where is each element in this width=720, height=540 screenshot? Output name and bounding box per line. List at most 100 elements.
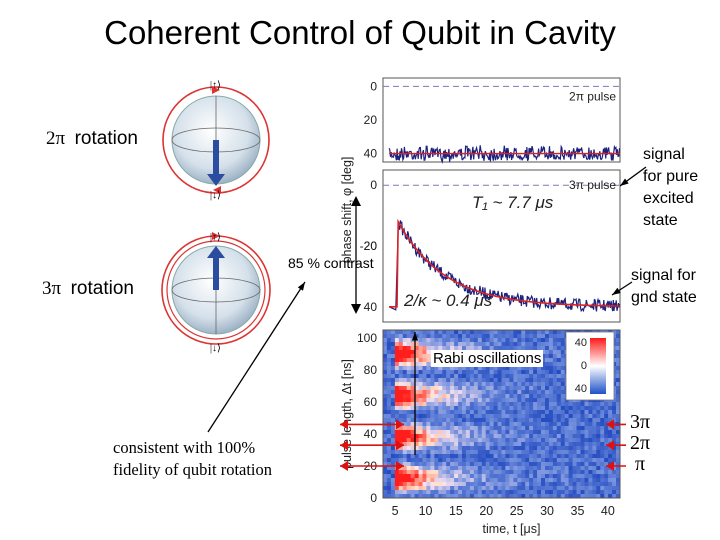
heatmap-cell <box>383 394 388 399</box>
heatmap-cell <box>390 366 396 371</box>
heatmap-cell <box>489 470 494 475</box>
heatmap-cell <box>462 490 467 495</box>
heatmap-cell <box>406 470 412 475</box>
heatmap-cell <box>572 474 577 479</box>
heatmap-cell <box>592 450 597 455</box>
heatmap-cell <box>548 346 554 351</box>
heatmap-cell <box>604 490 609 495</box>
heatmap-cell <box>442 374 447 379</box>
heatmap-cell <box>465 466 471 471</box>
arrow-head-icon <box>396 461 404 471</box>
heatmap-cell <box>568 494 573 499</box>
heatmap-cell <box>418 454 423 459</box>
heatmap-cell <box>458 378 463 383</box>
heatmap-cell <box>612 470 617 475</box>
heatmap-cell <box>458 414 463 419</box>
heatmap-cell <box>477 486 483 491</box>
heatmap-cell <box>548 490 554 495</box>
heatmap-cell <box>434 370 439 375</box>
heatmap-cell <box>481 394 487 399</box>
heatmap-cell <box>398 362 404 367</box>
heatmap-cell <box>465 406 471 411</box>
heatmap-cell <box>521 430 526 435</box>
heatmap-cell <box>485 390 491 395</box>
heatmap-cell <box>497 334 502 339</box>
heatmap-cell <box>477 426 483 431</box>
heatmap-cell <box>426 334 431 339</box>
heatmap-cell <box>533 462 538 467</box>
heatmap-cell <box>434 426 439 431</box>
heatmap-cell <box>608 402 613 407</box>
heatmap-cell <box>434 482 439 487</box>
heatmap-cell <box>438 454 443 459</box>
heatmap-cell <box>418 390 423 395</box>
heatmap-cell <box>564 458 570 463</box>
heatmap-cell <box>383 406 388 411</box>
heatmap-cell <box>477 418 483 423</box>
heatmap-cell <box>600 422 605 427</box>
heatmap-cell <box>481 386 487 391</box>
heatmap-cell <box>465 346 471 351</box>
heatmap-cell <box>386 450 392 455</box>
heatmap-cell <box>604 418 609 423</box>
heatmap-cell <box>568 466 573 471</box>
heatmap-cell <box>473 486 479 491</box>
heatmap-cell <box>386 370 392 375</box>
heatmap-cell <box>588 490 593 495</box>
heatmap-cell <box>465 378 471 383</box>
heatmap-cell <box>529 414 534 419</box>
heatmap-cell <box>537 462 542 467</box>
heatmap-cell <box>545 394 550 399</box>
heatmap-cell <box>434 346 439 351</box>
heatmap-cell <box>450 410 455 415</box>
heatmap-cell <box>406 334 412 339</box>
heatmap-cell <box>434 446 439 451</box>
heatmap-cell <box>402 422 408 427</box>
heatmap-cell <box>383 330 388 335</box>
heatmap-cell <box>462 430 467 435</box>
heatmap-cell <box>438 486 443 491</box>
heatmap-cell <box>383 410 388 415</box>
heatmap-cell <box>430 346 435 351</box>
heatmap-cell <box>592 438 597 443</box>
heatmap-cell <box>576 406 581 411</box>
heatmap-cell <box>572 418 577 423</box>
heatmap-cell <box>541 390 546 395</box>
heatmap-cell <box>394 478 400 483</box>
heatmap-cell <box>517 450 522 455</box>
heatmap-cell <box>402 490 408 495</box>
heatmap-cell <box>398 374 404 379</box>
heatmap-cell <box>442 394 447 399</box>
heatmap-cell <box>406 330 412 335</box>
heatmap-cell <box>442 366 447 371</box>
heatmap-cell <box>398 478 404 483</box>
heatmap-cell <box>390 446 396 451</box>
heatmap-cell <box>414 490 419 495</box>
heatmap-cell <box>438 470 443 475</box>
contrast-label: 85 % contrast <box>288 255 374 271</box>
consistent-note-line: fidelity of qubit rotation <box>113 460 273 479</box>
heatmap-cell <box>438 418 443 423</box>
heatmap-cell <box>509 438 514 443</box>
heatmap-cell <box>426 434 431 439</box>
heatmap-cell <box>462 466 467 471</box>
heatmap-cell <box>473 342 479 347</box>
heatmap-cell <box>588 466 593 471</box>
heatmap-cell <box>493 422 498 427</box>
heatmap-cell <box>501 386 506 391</box>
heatmap-cell <box>580 486 585 491</box>
heatmap-cell <box>552 390 558 395</box>
heatmap-cell <box>426 454 431 459</box>
heatmap-cell <box>616 342 621 347</box>
heatmap-cell <box>446 422 451 427</box>
heatmap-cell <box>414 486 419 491</box>
heatmap-cell <box>525 402 530 407</box>
heatmap-cell <box>434 490 439 495</box>
heatmap-cell <box>442 338 447 343</box>
heatmap-cell <box>469 418 475 423</box>
heatmap-cell <box>446 490 451 495</box>
heatmap-cell <box>430 454 435 459</box>
heatmap-cell <box>406 402 412 407</box>
heatmap-cell <box>548 462 554 467</box>
heatmap-cell <box>521 490 526 495</box>
